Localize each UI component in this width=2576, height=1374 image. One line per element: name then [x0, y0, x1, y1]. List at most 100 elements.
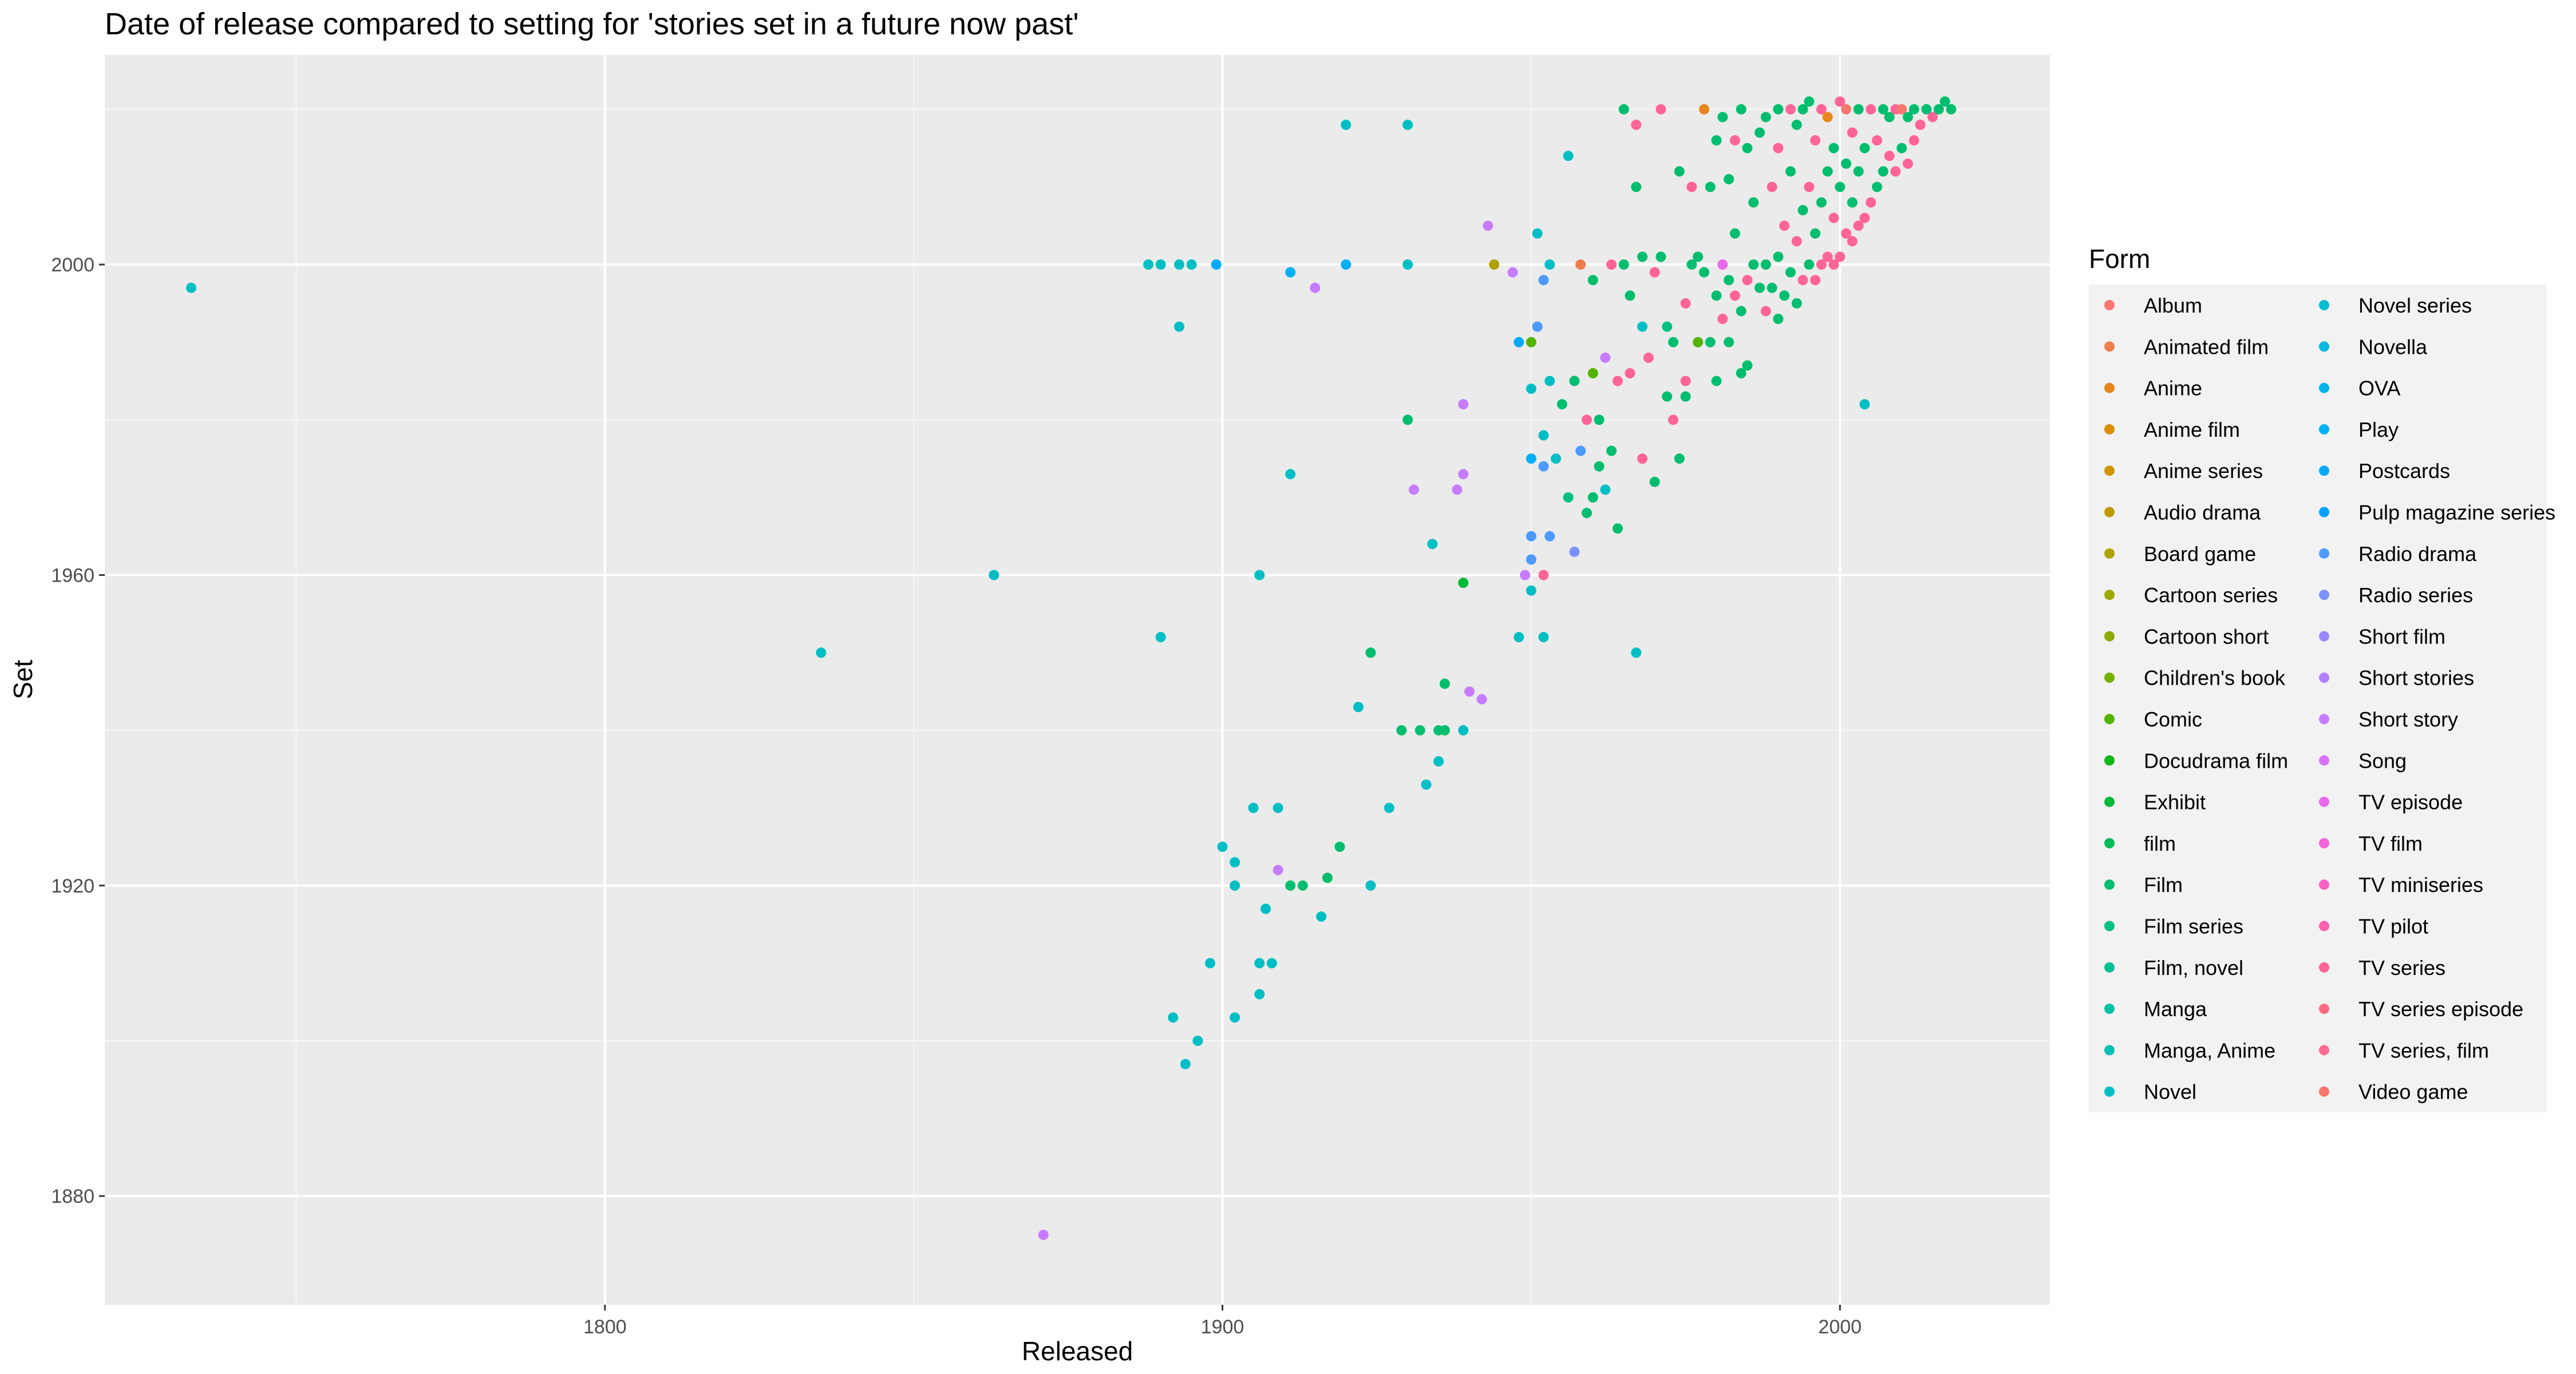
- data-point: [1618, 104, 1629, 114]
- data-point: [1686, 259, 1697, 270]
- legend-label: Anime: [2144, 377, 2202, 400]
- data-point: [1785, 104, 1796, 114]
- data-point: [1884, 151, 1895, 161]
- data-point: [1662, 391, 1673, 402]
- legend-key: [2104, 1045, 2115, 1056]
- data-point: [1594, 414, 1605, 425]
- data-point: [1538, 461, 1549, 472]
- data-point: [1742, 360, 1753, 371]
- data-point: [1365, 880, 1376, 891]
- y-tick-label: 1880: [51, 1186, 94, 1207]
- data-point: [1266, 958, 1277, 969]
- data-point: [1828, 143, 1839, 153]
- legend-key: [2104, 465, 2115, 476]
- data-point: [1155, 259, 1166, 270]
- data-point: [1544, 531, 1555, 542]
- data-point: [1668, 337, 1678, 348]
- data-point: [1729, 135, 1740, 146]
- data-point: [1575, 445, 1586, 456]
- data-point: [1341, 259, 1352, 270]
- legend-label: TV series, film: [2358, 1039, 2489, 1062]
- legend-key: [2319, 796, 2329, 807]
- data-point: [1791, 120, 1802, 131]
- data-point: [1902, 112, 1913, 123]
- legend-label: Cartoon short: [2144, 625, 2269, 648]
- y-axis-ticks: 1880 1920 1960 2000: [51, 254, 105, 1207]
- legend-label: TV miniseries: [2358, 873, 2483, 897]
- data-point: [1526, 554, 1536, 565]
- data-point: [1192, 1035, 1203, 1046]
- legend-key: [2104, 962, 2115, 973]
- data-point: [1835, 181, 1846, 192]
- data-point: [989, 570, 999, 581]
- data-point: [1532, 228, 1543, 239]
- legend: Form Album Animated film Anime Anime film An…: [2089, 244, 2555, 1112]
- data-point: [1452, 484, 1463, 495]
- legend-label: Film, novel: [2144, 956, 2243, 980]
- data-point: [1760, 259, 1771, 270]
- data-point: [1612, 523, 1623, 534]
- data-point: [1254, 570, 1265, 581]
- legend-key: [2104, 424, 2115, 435]
- legend-label: Play: [2358, 418, 2399, 441]
- data-point: [1520, 570, 1531, 581]
- data-point: [1569, 546, 1580, 557]
- data-point: [1729, 290, 1740, 301]
- data-point: [1143, 259, 1154, 270]
- data-point: [1612, 376, 1623, 386]
- data-point: [1217, 842, 1228, 852]
- legend-label: Short stories: [2358, 666, 2474, 690]
- legend-key: [2319, 1045, 2329, 1056]
- legend-label: Radio series: [2358, 583, 2473, 607]
- data-point: [1483, 220, 1494, 231]
- legend-key: [2104, 921, 2115, 931]
- data-point: [1897, 104, 1907, 114]
- data-point: [1526, 585, 1536, 596]
- data-point: [1680, 391, 1691, 402]
- data-point: [1773, 314, 1784, 325]
- legend-key: [2319, 879, 2329, 890]
- data-point: [1297, 880, 1308, 891]
- data-point: [1273, 803, 1283, 814]
- legend-items: Album Animated film Anime Anime film Anime s…: [2104, 294, 2555, 1104]
- legend-key: [2104, 631, 2115, 642]
- legend-key: [2319, 465, 2329, 476]
- legend-label: Novella: [2358, 335, 2428, 358]
- data-point: [1810, 228, 1821, 239]
- legend-key: [2104, 672, 2115, 683]
- data-point: [1204, 958, 1215, 969]
- data-point: [1871, 135, 1882, 146]
- data-point: [1841, 158, 1852, 169]
- data-point: [1606, 259, 1617, 270]
- data-point: [1427, 539, 1438, 550]
- data-point: [1310, 282, 1321, 293]
- data-point: [1261, 903, 1271, 914]
- data-point: [1433, 756, 1444, 767]
- data-point: [1724, 275, 1735, 286]
- legend-key: [2319, 1004, 2329, 1014]
- data-point: [1285, 469, 1296, 480]
- data-point: [1526, 453, 1536, 464]
- data-point: [1458, 725, 1469, 736]
- data-point: [1859, 143, 1870, 153]
- data-points: [186, 96, 1957, 1240]
- data-point: [1038, 1229, 1049, 1240]
- data-point: [1656, 251, 1666, 262]
- legend-label: Postcards: [2358, 459, 2450, 483]
- data-point: [1618, 259, 1629, 270]
- data-point: [1526, 337, 1536, 348]
- data-point: [1581, 414, 1592, 425]
- data-point: [1915, 120, 1926, 131]
- legend-label: Manga: [2144, 997, 2207, 1021]
- legend-key: [2104, 507, 2115, 518]
- legend-key: [2104, 796, 2115, 807]
- data-point: [1773, 251, 1784, 262]
- legend-key: [2319, 300, 2329, 310]
- y-tick-label: 1920: [51, 875, 94, 897]
- data-point: [1600, 484, 1611, 495]
- data-point: [1421, 779, 1432, 790]
- data-point: [1736, 368, 1747, 378]
- legend-key: [2104, 382, 2115, 393]
- data-point: [1625, 290, 1635, 301]
- minor-gridlines: [105, 55, 2050, 1305]
